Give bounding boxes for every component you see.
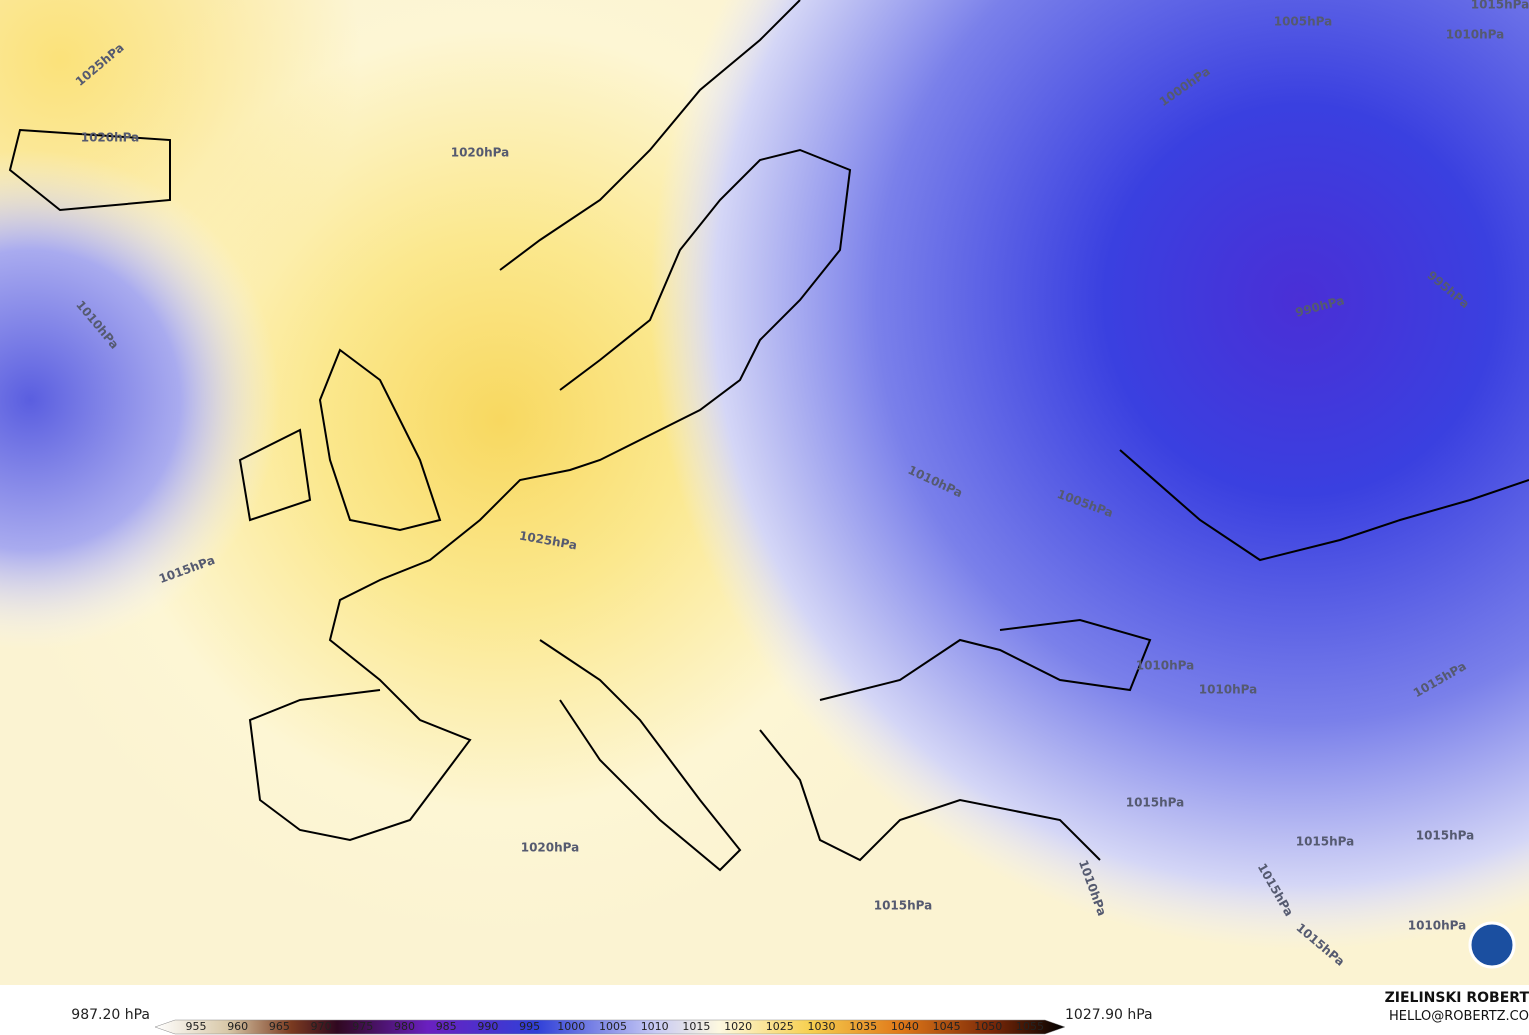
credit-email: HELLO@ROBERTZ.CO xyxy=(1389,1009,1529,1024)
isobar-label: 1015hPa xyxy=(1126,796,1185,810)
colorbar-tick-label: 1000 xyxy=(557,1020,585,1033)
noaa-logo xyxy=(1468,921,1516,969)
isobar-label: 1010hPa xyxy=(1408,919,1467,933)
colorbar-tick-label: 1005 xyxy=(599,1020,627,1033)
colorbar-tick-label: 1050 xyxy=(974,1020,1002,1033)
colorbar-tick-label: 1030 xyxy=(808,1020,836,1033)
isobar-label: 1015hPa xyxy=(1296,835,1355,849)
colorbar-tick-label: 960 xyxy=(227,1020,248,1033)
colorbar-tick-label: 995 xyxy=(519,1020,540,1033)
coastline xyxy=(539,449,1529,872)
colorbar-tick-label: 985 xyxy=(436,1020,457,1033)
colorbar-tick-label: 980 xyxy=(394,1020,415,1033)
colorbar-tick-label: 1025 xyxy=(766,1020,794,1033)
colorbar-tick-label: 975 xyxy=(352,1020,373,1033)
isobar-label: 1020hPa xyxy=(81,131,140,145)
colorbar-tick-label: 1055 xyxy=(1016,1020,1044,1033)
colorbar-tick-label: 965 xyxy=(269,1020,290,1033)
isobar-label: 1015hPa xyxy=(1471,0,1529,12)
colorbar-tick-label: 970 xyxy=(311,1020,332,1033)
isobar-label: 1015hPa xyxy=(1416,829,1475,843)
isobar-label: 1020hPa xyxy=(451,146,510,160)
colorbar-ticks: 955 960 965 970 975 980 985 990 995 1000 1005 1010 1… xyxy=(186,1020,1045,1033)
colorbar-tick-label: 990 xyxy=(477,1020,498,1033)
isobar-label: 1020hPa xyxy=(521,841,580,855)
colorbar-tick-label: 1035 xyxy=(849,1020,877,1033)
coastline xyxy=(248,0,852,842)
colorbar-max: 1027.90 hPa xyxy=(1065,1007,1153,1023)
colorbar-tick-label: 1015 xyxy=(682,1020,710,1033)
colorbar: 987.20 hPa 1027.90 hPa 955 960 965 970 975 98… xyxy=(71,1007,1153,1035)
credit-name: ZIELINSKI ROBERT xyxy=(1385,990,1529,1006)
colorbar-tick-label: 1020 xyxy=(724,1020,752,1033)
colorbar-tick-label: 1040 xyxy=(891,1020,919,1033)
isobar-label: 1010hPa xyxy=(1199,683,1258,697)
colorbar-tick-label: 1010 xyxy=(641,1020,669,1033)
isobar-label: 1010hPa xyxy=(1136,659,1195,673)
colorbar-tick-label: 1045 xyxy=(933,1020,961,1033)
colorbar-tick-label: 955 xyxy=(186,1020,207,1033)
map: 1025hPa1020hPa1020hPa1010hPa1015hPa1025h… xyxy=(0,0,1529,985)
isobar-label: 1005hPa xyxy=(1274,15,1333,29)
isobar-label: 1015hPa xyxy=(874,899,933,913)
low-pressure xyxy=(0,0,1529,985)
colorbar-scale xyxy=(154,1019,1066,1035)
colorbar-min: 987.20 hPa xyxy=(71,1007,150,1023)
isobar-label: 1010hPa xyxy=(1446,28,1505,42)
coastline xyxy=(8,128,442,532)
